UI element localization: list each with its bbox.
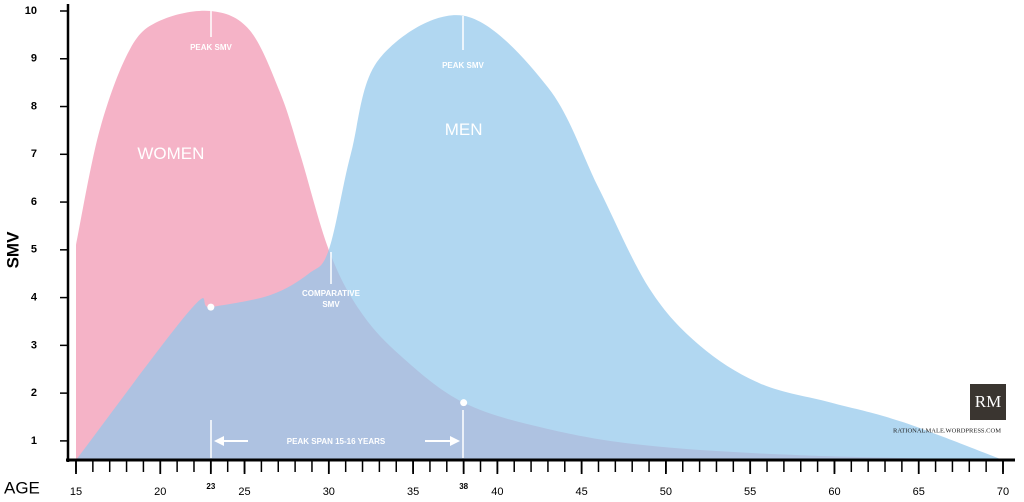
x-tick-label: 40 bbox=[491, 486, 503, 498]
y-tick-label: 5 bbox=[31, 244, 37, 256]
areas: WOMEN MEN bbox=[76, 10, 1003, 461]
x-tick-label: 15 bbox=[70, 486, 82, 498]
y-tick-label: 4 bbox=[31, 292, 38, 304]
logo bbox=[970, 384, 1006, 420]
x-tick-label: 20 bbox=[154, 486, 166, 498]
area bbox=[76, 15, 1003, 461]
annotation: PEAK SMV bbox=[190, 43, 232, 52]
y-tick-label: 9 bbox=[31, 53, 37, 65]
x-tick-label: 60 bbox=[828, 486, 840, 498]
annotation: SMV bbox=[322, 300, 340, 309]
y-tick-label: 1 bbox=[31, 435, 37, 447]
x-tick-label: 70 bbox=[997, 486, 1009, 498]
y-tick-label: 10 bbox=[25, 5, 37, 17]
series-label: MEN bbox=[445, 120, 483, 139]
x-tick-label: 23 bbox=[206, 482, 215, 491]
x-tick-label: 35 bbox=[407, 486, 419, 498]
series-label: WOMEN bbox=[137, 144, 204, 163]
x-tick-label: 55 bbox=[744, 486, 756, 498]
x-tick-label: 50 bbox=[660, 486, 672, 498]
y-tick-label: 8 bbox=[31, 100, 37, 112]
y-tick-label: 3 bbox=[31, 339, 37, 351]
x-tick-label: 45 bbox=[576, 486, 588, 498]
y-tick-label: 6 bbox=[31, 196, 37, 208]
website: RATIONALMALE.WORDPRESS.COM bbox=[893, 427, 1001, 434]
marker bbox=[207, 303, 215, 311]
arrow-head bbox=[214, 436, 224, 446]
arrow-head bbox=[450, 436, 460, 446]
annotation: PEAK SPAN 15-16 YEARS bbox=[287, 437, 386, 446]
x-tick-label: 30 bbox=[323, 486, 335, 498]
annotation: PEAK SMV bbox=[442, 61, 484, 70]
x-tick-label: 65 bbox=[913, 486, 925, 498]
x-tick-label: 38 bbox=[459, 482, 468, 491]
annotation: COMPARATIVE bbox=[302, 289, 361, 298]
logo-text: RM bbox=[975, 392, 1001, 411]
y-tick-label: 7 bbox=[31, 148, 37, 160]
y-axis-label: SMV bbox=[3, 231, 22, 269]
x-tick-label: 25 bbox=[238, 486, 250, 498]
marker bbox=[460, 399, 468, 407]
y-tick-label: 2 bbox=[31, 387, 37, 399]
x-axis-label: AGE bbox=[4, 478, 40, 497]
